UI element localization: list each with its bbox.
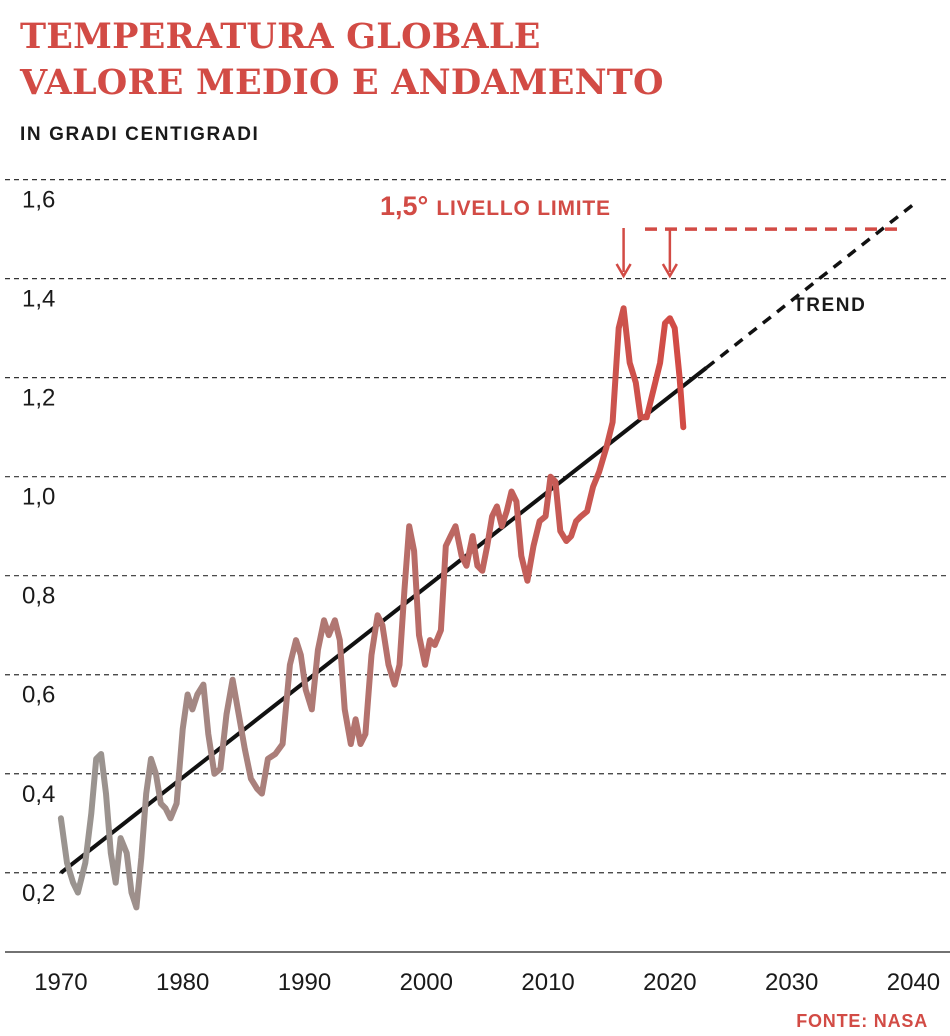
chart-title: TEMPERATURA GLOBALE VALORE MEDIO E ANDAM… <box>20 14 664 106</box>
y-axis-ticks: 0,2 0,4 0,6 0,8 1,0 1,2 1,4 1,6 <box>22 187 55 907</box>
x-tick-label: 1970 <box>34 969 87 996</box>
chart-title-line-1: TEMPERATURA GLOBALE <box>20 16 541 57</box>
temperature-series-line <box>57 305 687 911</box>
series-layer <box>57 305 687 911</box>
limit-label-value: 1,5° <box>380 191 428 221</box>
x-tick-label: 1980 <box>156 969 209 996</box>
trend-line-solid <box>59 366 708 875</box>
peak-arrow-head <box>615 263 632 279</box>
y-axis-unit-label: IN GRADI CENTIGRADI <box>20 124 260 145</box>
chart-title-line-2: VALORE MEDIO E ANDAMENTO <box>20 62 664 103</box>
trend-line-dashed <box>705 202 915 370</box>
y-tick-label: 1,0 <box>22 484 55 511</box>
annotation-layer: 1,5° LIVELLO LIMITE TREND <box>380 191 904 316</box>
x-axis-ticks: 1970 1980 1990 2000 2010 2020 2030 2040 <box>34 969 940 996</box>
x-tick-label: 2030 <box>765 969 818 996</box>
x-tick-label: 2000 <box>400 969 453 996</box>
x-tick-label: 2040 <box>887 969 940 996</box>
y-tick-label: 1,6 <box>22 187 55 214</box>
x-tick-label: 2020 <box>643 969 696 996</box>
limit-label-text: LIVELLO LIMITE <box>436 197 611 220</box>
y-tick-label: 0,2 <box>22 880 55 907</box>
y-tick-label: 1,4 <box>22 286 55 313</box>
source-label: FONTE: NASA <box>796 1011 928 1031</box>
trend-layer <box>59 202 915 875</box>
x-tick-label: 2010 <box>521 969 574 996</box>
peak-arrow-head <box>661 263 678 279</box>
gridlines <box>5 179 950 874</box>
trend-label: TREND <box>793 295 866 316</box>
y-tick-label: 1,2 <box>22 385 55 412</box>
y-tick-label: 0,8 <box>22 583 55 610</box>
x-tick-label: 1990 <box>278 969 331 996</box>
y-tick-label: 0,4 <box>22 781 55 808</box>
y-tick-label: 0,6 <box>22 682 55 709</box>
limit-label: 1,5° LIVELLO LIMITE <box>380 191 611 221</box>
